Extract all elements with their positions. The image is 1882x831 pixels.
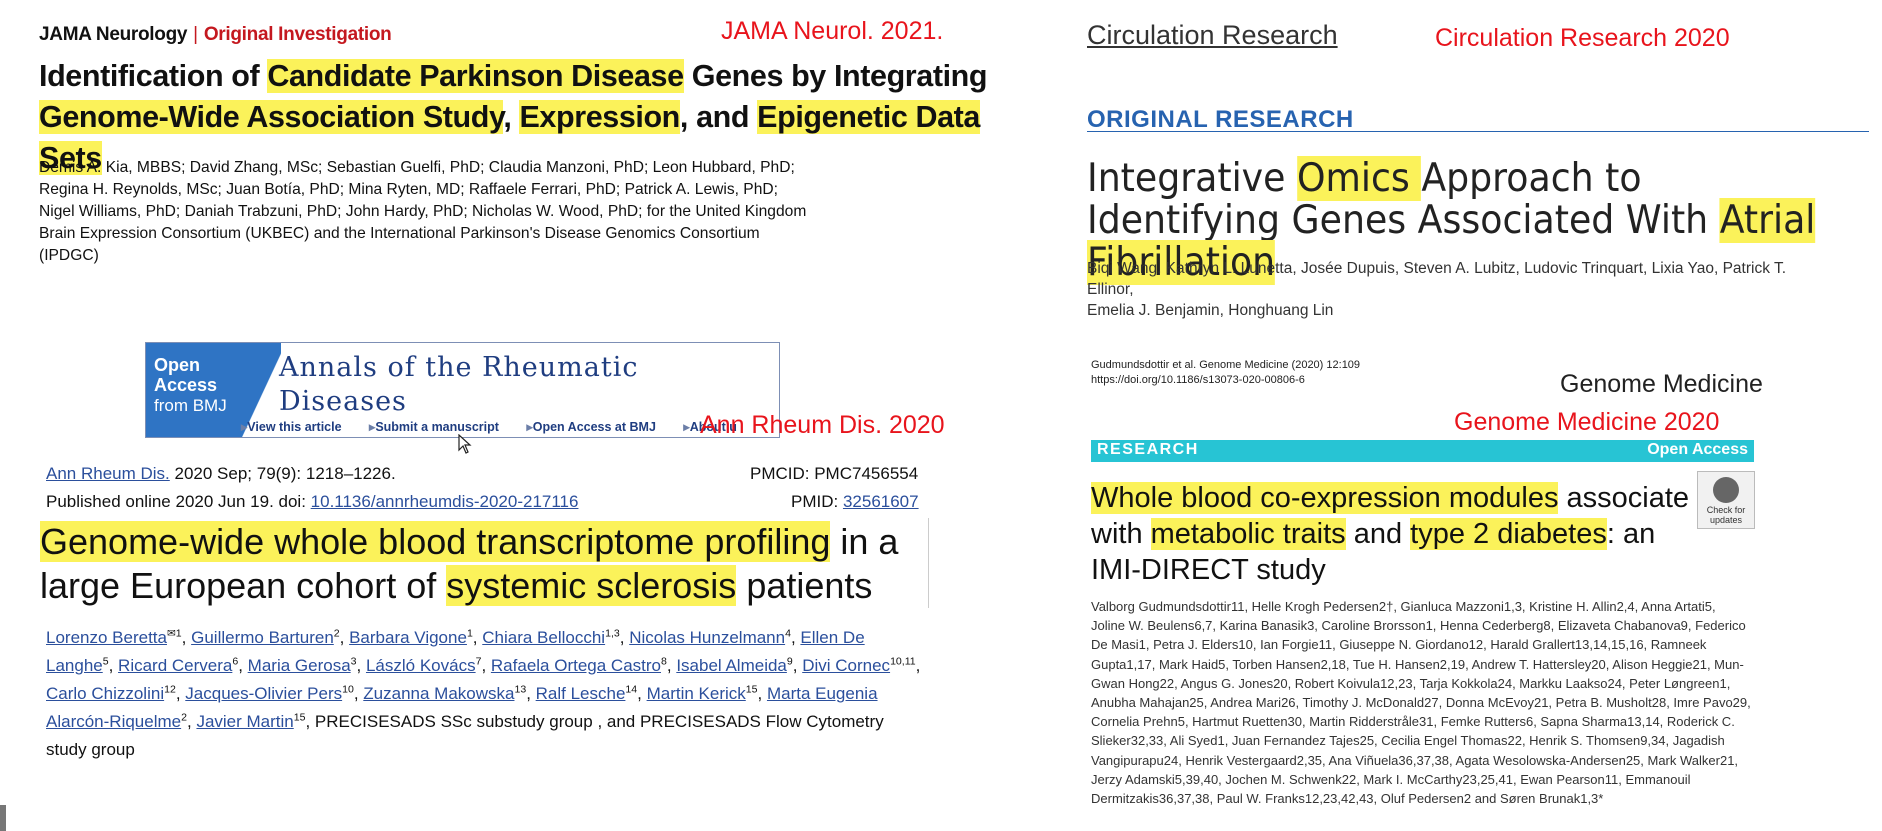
gm-open-access: Open Access xyxy=(1647,441,1748,458)
authors-tail: PRECISESADS SSc substudy group , and PRE… xyxy=(46,712,884,759)
author-affiliation: 1 xyxy=(466,627,473,640)
annals-published: Published online 2020 Jun 19. doi: 10.11… xyxy=(46,492,579,511)
gm-annotation: Genome Medicine 2020 xyxy=(1454,408,1720,436)
jama-journal-name: JAMA Neurology xyxy=(39,24,188,45)
pmcid: PMCID: PMC7456554 xyxy=(750,464,919,483)
check-for-updates-button[interactable]: Check for updates xyxy=(1697,471,1755,529)
gm-section-bar: RESEARCH Open Access xyxy=(1091,440,1754,462)
gm-article-title: Whole blood co-expression modules associ… xyxy=(1091,482,1690,586)
annals-nav: View this article Submit a manuscript Op… xyxy=(241,419,761,434)
author-affiliation: 8 xyxy=(661,655,667,668)
open-access-badge: Open Access from BMJ xyxy=(146,343,281,437)
author-link[interactable]: Rafaela Ortega Castro xyxy=(490,656,661,675)
gm-journal-name: Genome Medicine xyxy=(1560,370,1763,398)
author-affiliation: 2 xyxy=(181,711,187,724)
doi-link[interactable]: 10.1136/annrheumdis-2020-217116 xyxy=(310,492,579,511)
author-link[interactable]: Chiara Bellocchi xyxy=(482,628,606,647)
author-link[interactable]: Ellen De Langhe xyxy=(46,628,865,675)
gm-authors: Valborg Gudmundsdottir11, Helle Krogh Pe… xyxy=(1091,599,1751,807)
annals-annotation: Ann Rheum Dis. 2020 xyxy=(700,411,945,439)
pmid: PMID: 32561607 xyxy=(791,492,919,511)
author-list: Lorenzo Beretta✉1, Guillermo Barturen2, … xyxy=(46,627,921,731)
annals-journal-name: Annals of the Rheumatic Diseases xyxy=(279,352,639,417)
author-link[interactable]: Javier Martin xyxy=(196,712,294,731)
author-link[interactable]: Lorenzo Beretta xyxy=(46,628,167,647)
jama-article-title: Identification of Candidate Parkinson Di… xyxy=(39,59,988,175)
author-affiliation: 12 xyxy=(164,683,176,696)
author-link[interactable]: Maria Gerosa xyxy=(247,656,351,675)
author-affiliation: 15 xyxy=(745,683,758,696)
author-affiliation: 4 xyxy=(785,627,791,640)
view-article-link[interactable]: View this article xyxy=(241,420,342,434)
circ-article-title: Integrative Omics Approach to Identifyin… xyxy=(1087,156,1816,285)
circ-journal-link[interactable]: Circulation Research xyxy=(1087,20,1338,50)
annals-citation: Ann Rheum Dis. 2020 Sep; 79(9): 1218–122… xyxy=(46,464,396,483)
author-link[interactable]: Carlo Chizzolini xyxy=(46,684,165,703)
gm-section-label: RESEARCH xyxy=(1097,441,1199,458)
author-affiliation: 5 xyxy=(102,655,109,668)
author-affiliation: 13 xyxy=(514,683,527,696)
annals-authors: Lorenzo Beretta✉1, Guillermo Barturen2, … xyxy=(46,624,926,764)
author-affiliation: 10,11 xyxy=(890,655,916,668)
author-link[interactable]: Jacques-Olivier Pers xyxy=(185,684,343,703)
author-affiliation: 14 xyxy=(625,683,638,696)
author-link[interactable]: Nicolas Hunzelmann xyxy=(629,628,786,647)
author-link[interactable]: Divi Cornec xyxy=(802,656,891,675)
author-affiliation: 6 xyxy=(232,655,239,668)
author-affiliation: 10 xyxy=(342,683,354,696)
mouse-cursor-icon xyxy=(458,434,472,454)
annals-article-title: Genome-wide whole blood transcriptome pr… xyxy=(40,521,899,606)
author-affiliation: 15 xyxy=(293,711,306,724)
author-link[interactable]: Marta Eugenia Alarcón-Riquelme xyxy=(46,684,878,731)
jama-article-category: Original Investigation xyxy=(203,24,392,45)
journal-abbrev-link[interactable]: Ann Rheum Dis. xyxy=(46,464,170,483)
author-link[interactable]: Martin Kerick xyxy=(646,684,746,703)
circ-section-rule xyxy=(1087,131,1869,132)
author-affiliation: 9 xyxy=(786,655,793,668)
author-link[interactable]: Zuzanna Makowska xyxy=(363,684,515,703)
author-affiliation: 1,3 xyxy=(605,627,620,640)
gm-citation: Gudmundsdottir et al. Genome Medicine (2… xyxy=(1091,359,1361,386)
author-link[interactable]: Isabel Almeida xyxy=(676,656,787,675)
jama-separator: | xyxy=(193,24,198,45)
annals-banner: Open Access from BMJ Annals of the Rheum… xyxy=(145,342,780,438)
about-link[interactable]: About u xyxy=(683,420,737,434)
jama-authors: Demis A. Kia, MBBS; David Zhang, MSc; Se… xyxy=(39,159,807,264)
open-access-bmj-link[interactable]: Open Access at BMJ xyxy=(526,420,655,434)
circ-section-label: ORIGINAL RESEARCH xyxy=(1087,106,1354,133)
author-link[interactable]: Guillermo Barturen xyxy=(191,628,334,647)
divider xyxy=(928,518,929,608)
author-affiliation: 7 xyxy=(475,655,482,668)
jama-annotation: JAMA Neurol. 2021. xyxy=(721,17,944,45)
jama-header: JAMA Neurology | Original Investigation xyxy=(39,24,392,46)
author-affiliation: ✉1 xyxy=(166,627,182,640)
author-link[interactable]: Ralf Lesche xyxy=(535,684,626,703)
author-affiliation: 2 xyxy=(333,627,340,640)
bookmark-icon xyxy=(1713,477,1739,503)
window-edge xyxy=(0,805,6,831)
author-affiliation: 3 xyxy=(350,655,357,668)
submit-manuscript-link[interactable]: Submit a manuscript xyxy=(369,420,499,434)
circ-authors: Biqi Wang, Kathryn L. Lunetta, Josée Dup… xyxy=(1087,260,1787,319)
circ-annotation: Circulation Research 2020 xyxy=(1435,24,1730,52)
author-link[interactable]: Ricard Cervera xyxy=(118,656,233,675)
author-link[interactable]: László Kovács xyxy=(365,656,476,675)
pmid-link[interactable]: 32561607 xyxy=(842,492,919,511)
author-link[interactable]: Barbara Vigone xyxy=(349,628,467,647)
